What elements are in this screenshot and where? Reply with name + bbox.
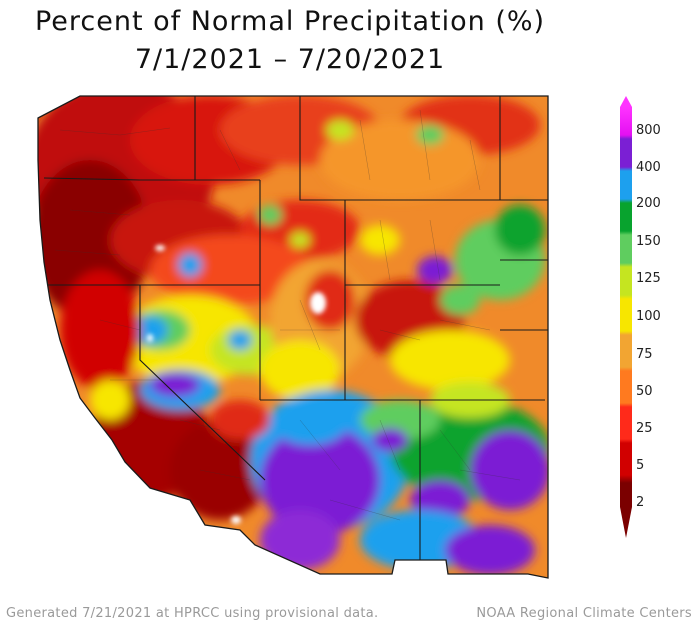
state-boundaries (37, 95, 549, 579)
legend-bottom-arrow (620, 507, 632, 538)
legend-top-arrow (620, 96, 632, 107)
legend-label-75: 75 (636, 347, 653, 362)
date-range-subtitle: 7/1/2021 – 7/20/2021 (134, 44, 446, 75)
legend-label-5: 5 (636, 458, 645, 473)
color-scale-legend (620, 96, 632, 538)
legend-label-100: 100 (636, 309, 661, 324)
county-boundaries (54, 109, 521, 521)
legend-label-25: 25 (636, 421, 653, 436)
legend-label-400: 400 (636, 160, 661, 175)
legend-label-50: 50 (636, 384, 653, 399)
legend-label-800: 800 (636, 123, 661, 138)
credit-note: NOAA Regional Climate Centers (476, 606, 692, 621)
legend-color-bar (620, 107, 632, 507)
legend-label-125: 125 (636, 271, 661, 286)
legend-label-150: 150 (636, 234, 661, 249)
precip-field (38, 96, 548, 578)
legend-label-200: 200 (636, 196, 661, 211)
map-title: Percent of Normal Precipitation (%) (34, 6, 546, 37)
legend-label-2: 2 (636, 495, 645, 510)
generated-note: Generated 7/21/2021 at HPRCC using provi… (6, 606, 379, 621)
